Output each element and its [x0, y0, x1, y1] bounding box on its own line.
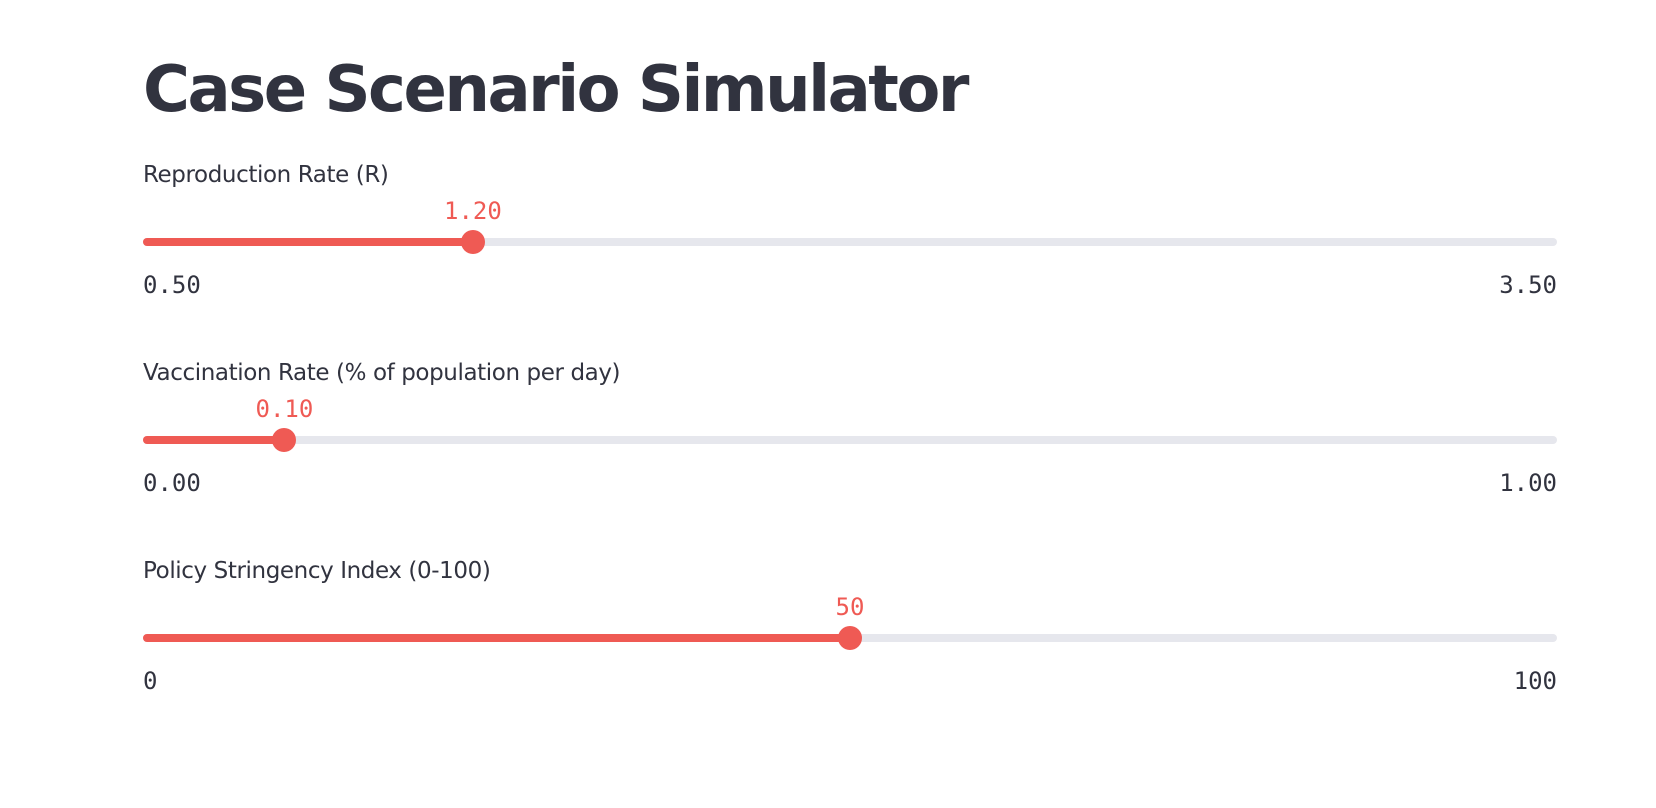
policy-stringency-label: Policy Stringency Index (0-100) — [143, 558, 491, 584]
slider-min-label: 0.50 — [143, 271, 201, 299]
slider-track[interactable] — [143, 238, 1557, 246]
slider-max-label: 3.50 — [1499, 271, 1557, 299]
policy-stringency-slider: Policy Stringency Index (0-100) 50 0 100 — [143, 556, 1557, 726]
slider-track-fill — [143, 436, 285, 444]
reproduction-rate-label: Reproduction Rate (R) — [143, 162, 389, 188]
vaccination-rate-slider: Vaccination Rate (% of population per da… — [143, 358, 1557, 528]
slider-track-fill — [143, 238, 473, 246]
slider-thumb[interactable] — [460, 230, 485, 254]
reproduction-rate-value: 1.20 — [444, 197, 502, 225]
slider-max-label: 100 — [1513, 667, 1557, 695]
vaccination-rate-value: 0.10 — [255, 395, 314, 423]
slider-min-label: 0.00 — [143, 469, 201, 497]
page-title: Case Scenario Simulator — [143, 53, 969, 127]
slider-thumb[interactable] — [272, 428, 297, 452]
slider-track-fill — [143, 634, 850, 642]
policy-stringency-value: 50 — [835, 593, 865, 621]
slider-thumb[interactable] — [838, 626, 862, 650]
slider-min-label: 0 — [143, 667, 158, 695]
reproduction-rate-slider: Reproduction Rate (R) 1.20 0.50 3.50 — [143, 160, 1557, 330]
vaccination-rate-label: Vaccination Rate (% of population per da… — [143, 360, 621, 386]
slider-track[interactable] — [143, 436, 1557, 444]
slider-max-label: 1.00 — [1499, 469, 1557, 497]
